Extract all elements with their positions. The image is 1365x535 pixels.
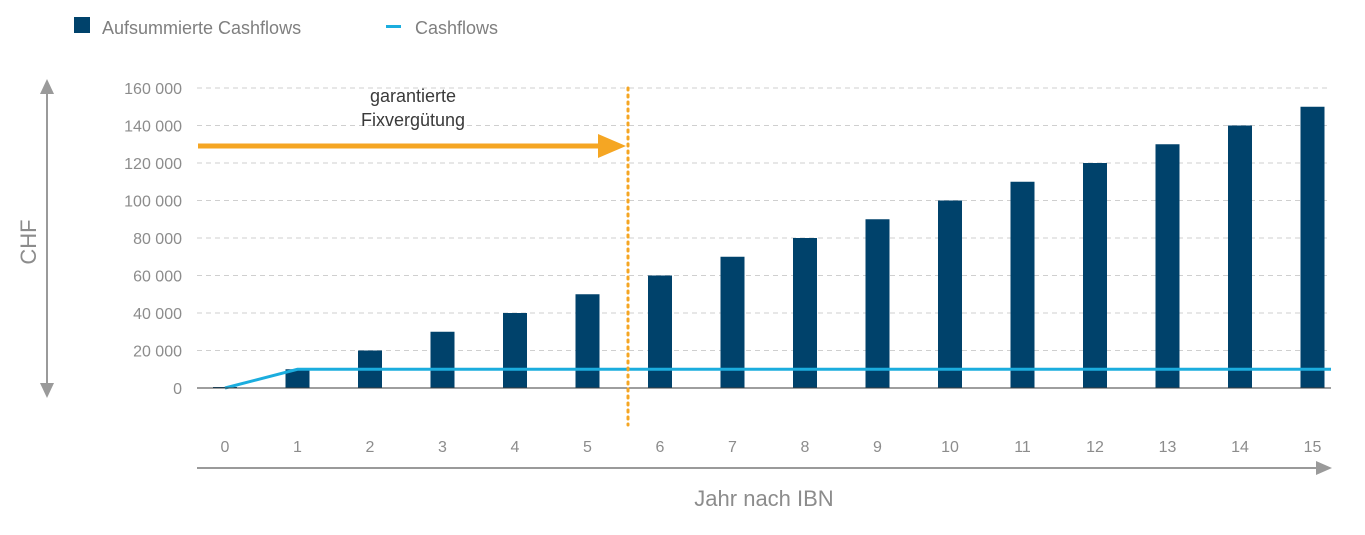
bar-year-11	[1010, 181, 1035, 388]
y-axis: CHF	[16, 79, 54, 398]
cashflow-line	[224, 367, 1331, 390]
y-tick-label: 100 000	[124, 194, 182, 211]
bar-year-14	[1228, 125, 1252, 388]
x-tick-label: 14	[1231, 439, 1249, 456]
bar-year-8	[793, 238, 817, 388]
y-axis-arrow-up	[40, 79, 54, 94]
x-axis: Jahr nach IBN	[197, 461, 1332, 511]
y-tick-label: 80 000	[133, 231, 182, 248]
legend-swatch-line	[386, 25, 401, 28]
bar-year-12	[1083, 163, 1107, 388]
x-tick-label: 8	[801, 439, 810, 456]
x-tick-label: 12	[1086, 439, 1104, 456]
legend: Aufsummierte Cashflows Cashflows	[74, 17, 498, 38]
x-tick-label: 2	[366, 439, 375, 456]
x-tick-label: 10	[941, 439, 959, 456]
legend-label-line: Cashflows	[415, 18, 498, 38]
bar-year-9	[865, 219, 890, 388]
bar-year-1	[285, 369, 310, 388]
y-tick-labels: 0 20 000 40 000 60 000 80 000 100 000 120 000 1…	[124, 81, 182, 398]
bar-series	[213, 106, 1325, 388]
bar-year-10	[938, 200, 962, 388]
x-tick-label: 5	[583, 439, 592, 456]
x-tick-label: 13	[1159, 439, 1177, 456]
y-tick-label: 20 000	[133, 344, 182, 361]
annotation-fixed-tariff: garantierte Fixvergütung	[198, 86, 630, 427]
bar-year-5	[575, 294, 600, 388]
x-axis-arrow-head	[1316, 461, 1332, 475]
bar-year-6	[648, 275, 672, 388]
y-axis-title: CHF	[16, 219, 41, 264]
bar-year-15	[1300, 106, 1325, 388]
x-tick-label: 3	[438, 439, 447, 456]
line-series	[224, 367, 1331, 390]
x-tick-label: 1	[293, 439, 302, 456]
fixed-tariff-arrow-head	[598, 134, 626, 158]
x-tick-label: 7	[728, 439, 737, 456]
bar-year-13	[1155, 144, 1180, 388]
y-tick-label: 160 000	[124, 81, 182, 98]
y-tick-label: 60 000	[133, 269, 182, 286]
legend-label-bar: Aufsummierte Cashflows	[102, 18, 301, 38]
annotation-line-2: Fixvergütung	[361, 110, 465, 130]
x-tick-label: 15	[1304, 439, 1322, 456]
y-tick-label: 40 000	[133, 306, 182, 323]
x-tick-label: 6	[656, 439, 665, 456]
x-tick-labels: 0 1 2 3 4 5 6 7 8 9 10 11 12 13 14 15	[221, 439, 1322, 456]
bar-year-7	[720, 256, 745, 388]
x-tick-label: 9	[873, 439, 882, 456]
y-tick-label: 0	[173, 381, 182, 398]
y-tick-label: 120 000	[124, 156, 182, 173]
x-tick-label: 4	[511, 439, 520, 456]
grid	[197, 87, 1331, 351]
bar-year-3	[430, 331, 455, 388]
x-axis-title: Jahr nach IBN	[694, 486, 833, 511]
x-tick-label: 0	[221, 439, 230, 456]
annotation-line-1: garantierte	[370, 86, 456, 106]
bar-year-4	[503, 313, 527, 388]
y-tick-label: 140 000	[124, 119, 182, 136]
x-tick-label: 11	[1014, 439, 1031, 456]
legend-swatch-bar	[74, 17, 90, 33]
y-axis-arrow-down	[40, 383, 54, 398]
